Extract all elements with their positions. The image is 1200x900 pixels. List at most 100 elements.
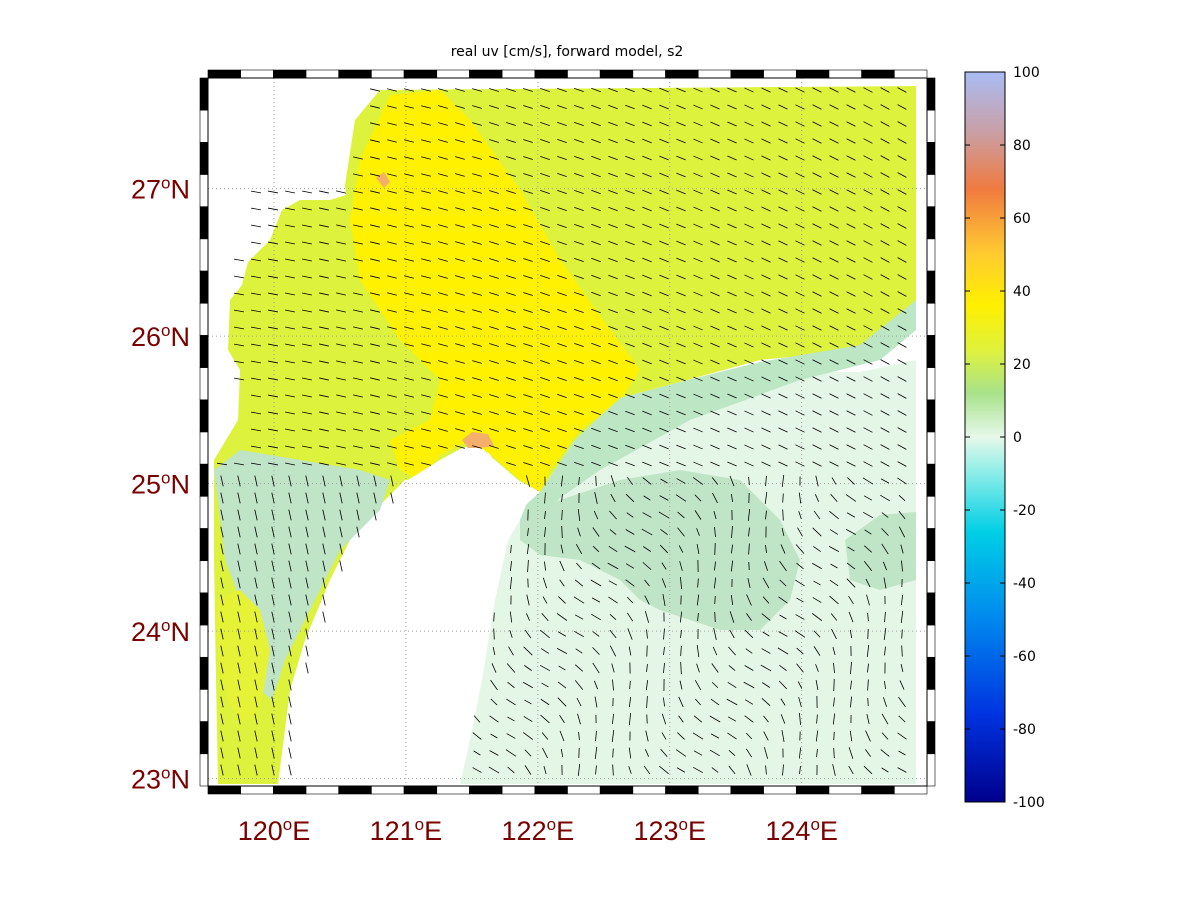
current-vector bbox=[727, 681, 737, 689]
current-vector bbox=[608, 393, 618, 399]
map-area bbox=[199, 69, 936, 795]
current-vector bbox=[798, 511, 802, 519]
current-vector bbox=[744, 715, 754, 723]
current-vector bbox=[897, 427, 907, 433]
current-vector bbox=[849, 629, 853, 639]
current-vector bbox=[488, 766, 500, 774]
current-vector bbox=[693, 172, 703, 178]
frame-segment bbox=[894, 785, 928, 795]
current-vector bbox=[574, 308, 584, 314]
current-vector bbox=[676, 291, 686, 297]
current-vector bbox=[881, 528, 889, 536]
current-vector bbox=[220, 577, 224, 589]
current-vector bbox=[829, 223, 839, 229]
frame-segment bbox=[534, 785, 568, 795]
current-vector bbox=[744, 665, 754, 671]
frame-segment bbox=[273, 785, 307, 795]
current-vector bbox=[370, 292, 380, 296]
current-vector bbox=[763, 731, 769, 741]
current-vector bbox=[557, 342, 567, 348]
current-vector bbox=[575, 648, 583, 654]
current-vector bbox=[867, 612, 869, 622]
current-vector bbox=[237, 526, 241, 538]
current-vector bbox=[560, 475, 564, 487]
current-vector bbox=[744, 427, 754, 433]
current-vector bbox=[744, 629, 754, 639]
current-vector bbox=[559, 730, 565, 742]
current-vector bbox=[472, 292, 482, 296]
current-vector bbox=[336, 326, 346, 330]
current-vector bbox=[285, 258, 295, 262]
current-vector bbox=[659, 427, 669, 433]
current-vector bbox=[626, 596, 634, 604]
current-vector bbox=[609, 645, 617, 657]
current-vector bbox=[455, 190, 465, 194]
current-vector bbox=[846, 427, 856, 433]
current-vector bbox=[489, 360, 499, 364]
current-vector bbox=[557, 155, 567, 161]
current-vector bbox=[540, 394, 550, 398]
current-vector bbox=[404, 360, 414, 364]
current-vector bbox=[472, 326, 482, 330]
current-vector bbox=[778, 257, 788, 263]
current-vector bbox=[455, 105, 465, 109]
current-vector bbox=[778, 680, 788, 690]
current-vector bbox=[799, 712, 801, 726]
current-vector bbox=[472, 105, 482, 109]
current-vector bbox=[387, 258, 397, 262]
frame-segment bbox=[926, 77, 936, 111]
current-vector bbox=[744, 172, 754, 178]
ocean-peak-spot bbox=[462, 432, 494, 448]
current-vector bbox=[762, 577, 770, 589]
frame-segment bbox=[697, 785, 732, 795]
current-vector bbox=[322, 526, 326, 538]
current-vector bbox=[353, 190, 363, 194]
current-vector bbox=[234, 343, 244, 347]
current-vector bbox=[220, 594, 224, 606]
current-vector bbox=[254, 526, 258, 538]
longitude-label: 120oE bbox=[238, 815, 311, 846]
current-vector bbox=[339, 560, 343, 572]
colorbar-tick-label: 20 bbox=[1013, 357, 1031, 373]
current-vector bbox=[591, 359, 601, 365]
current-vector bbox=[678, 715, 684, 723]
current-vector bbox=[761, 189, 771, 195]
current-vector bbox=[271, 475, 275, 487]
current-vector bbox=[302, 258, 312, 262]
current-vector bbox=[880, 104, 890, 110]
frame-segment bbox=[199, 270, 209, 304]
current-vector bbox=[659, 325, 669, 331]
current-vector bbox=[556, 613, 568, 621]
current-vector bbox=[455, 122, 465, 126]
frame-segment bbox=[763, 69, 797, 79]
current-vector bbox=[744, 359, 754, 365]
current-vector bbox=[778, 291, 788, 297]
current-vector bbox=[744, 393, 754, 399]
current-vector bbox=[747, 508, 751, 522]
current-vector bbox=[646, 695, 648, 709]
current-vector bbox=[710, 104, 720, 110]
current-vector bbox=[847, 477, 855, 485]
current-vector bbox=[625, 121, 635, 127]
current-vector bbox=[473, 715, 481, 723]
current-vector bbox=[237, 730, 241, 742]
current-vector bbox=[370, 258, 380, 262]
current-vector bbox=[692, 732, 704, 740]
current-vector bbox=[540, 275, 550, 279]
current-vector bbox=[714, 595, 716, 605]
current-vector bbox=[660, 528, 668, 536]
current-vector bbox=[761, 291, 771, 297]
frame-segment bbox=[199, 496, 209, 529]
current-vector bbox=[897, 189, 907, 195]
current-vector bbox=[595, 730, 597, 742]
current-vector bbox=[288, 747, 292, 759]
current-vector bbox=[880, 223, 890, 229]
current-vector bbox=[608, 461, 618, 467]
current-vector bbox=[676, 376, 686, 382]
current-vector bbox=[251, 207, 261, 211]
current-vector bbox=[612, 748, 614, 758]
current-vector bbox=[506, 275, 516, 279]
current-vector bbox=[880, 257, 890, 263]
current-vector bbox=[761, 613, 771, 621]
current-vector bbox=[642, 121, 652, 127]
